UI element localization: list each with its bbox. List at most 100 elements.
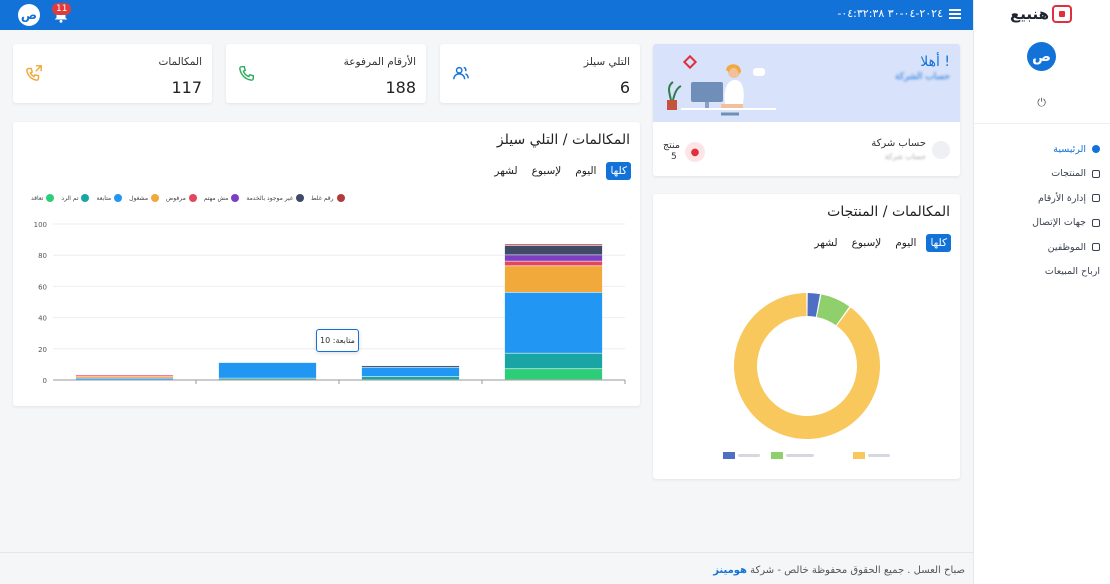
welcome-subtitle: حساب الشركة <box>894 72 950 82</box>
legend-label: مشغول <box>129 194 149 202</box>
users-icon <box>453 66 469 80</box>
welcome-title: أهلا ! <box>920 54 950 70</box>
filter-week[interactable]: لإسبوع <box>851 237 882 249</box>
footer-text: صباح العسل . جميع الحقوق محفوظة خالص - ش… <box>750 565 965 576</box>
stat-card-uploaded-numbers: الأرقام المرفوعة 188 <box>226 44 426 103</box>
bar-segment <box>75 376 174 378</box>
bar-segment <box>504 261 603 266</box>
chart-legend: رقم غلط غير موجود بالخدمة مش مهتم مرفوض مشغو… <box>31 194 345 202</box>
filter-month[interactable]: لشهر <box>494 165 518 177</box>
filter-week[interactable]: لإسبوع <box>531 165 562 177</box>
phone-outgoing-icon <box>26 65 42 81</box>
donut-slice <box>807 293 820 317</box>
sidebar-item-employees[interactable]: الموظفين <box>980 235 1100 260</box>
bar-segment <box>504 353 603 369</box>
sidebar-nav: الرئيسية المنتجات إدارة الأرقام جهات الإ… <box>980 137 1100 284</box>
stat-label: المكالمات <box>158 56 202 68</box>
stat-card-calls: المكالمات 117 <box>13 44 212 103</box>
sidebar-item-label: المنتجات <box>1051 168 1086 180</box>
legend-swatch <box>231 194 240 202</box>
legend-item[interactable]: غير موجود بالخدمة <box>246 194 305 202</box>
sidebar-item-products[interactable]: المنتجات <box>980 162 1100 187</box>
profile-role <box>1012 77 1068 85</box>
legend-swatch <box>81 194 90 202</box>
sidebar-item-home[interactable]: الرئيسية <box>980 137 1100 162</box>
app-logo[interactable]: هنبيع <box>1010 5 1072 23</box>
profile-avatar[interactable]: ص <box>1027 42 1056 71</box>
sidebar-divider <box>973 123 1110 124</box>
donut-legend-swatch <box>723 452 735 459</box>
power-icon[interactable]: ⏻ <box>1037 96 1046 109</box>
product-label: منتج <box>663 140 680 151</box>
donut-legend-swatch <box>771 452 783 459</box>
donut-legend-swatch <box>853 452 865 459</box>
donut-legend-label <box>738 454 760 457</box>
home-icon <box>1092 145 1100 154</box>
bar-segment <box>361 365 460 367</box>
legend-label: رقم غلط <box>311 194 334 202</box>
box-icon <box>1092 169 1100 178</box>
legend-swatch <box>336 194 345 202</box>
legend-item[interactable]: متابعة <box>96 194 123 202</box>
legend-item[interactable]: تعاقد <box>31 194 55 202</box>
stacked-bar-chart: 0 20 40 60 80 100 <box>34 221 626 385</box>
legend-label: تعاقد <box>31 194 44 202</box>
sidebar-item-label: إدارة الأرقام <box>1037 192 1086 204</box>
company-avatar-icon <box>932 141 950 159</box>
sidebar-item-label: الموظفين <box>1047 241 1086 253</box>
bar-segment <box>504 255 603 261</box>
stat-value: 6 <box>619 78 630 97</box>
legend-item[interactable]: مرفوض <box>166 194 197 202</box>
calls-telesales-card: المكالمات / التلي سيلز كلها اليوم لإسبوع… <box>13 122 640 406</box>
legend-label: تم الرد <box>61 194 79 202</box>
welcome-card: أهلا ! حساب الشركة حساب شركة حساب شركة ●… <box>653 44 960 176</box>
footer-brand-link[interactable]: هومينز <box>713 565 747 576</box>
legend-item[interactable]: مشغول <box>129 194 160 202</box>
office-illustration-icon <box>667 54 776 116</box>
legend-label: مرفوض <box>166 194 186 202</box>
legend-item[interactable]: رقم غلط <box>311 194 345 202</box>
filter-all[interactable]: كلها <box>926 234 951 252</box>
footer-divider <box>0 552 973 553</box>
bar-filters: كلها اليوم لإسبوع لشهر <box>490 162 631 180</box>
bar-segment <box>504 369 603 380</box>
legend-label: مش مهتم <box>203 194 229 202</box>
current-datetime: -٢٠٢٤-٠٤-٣٠ ٠٤:٣٢:٣٨ <box>837 7 943 20</box>
sidebar-item-profits[interactable]: ارباح المبيعات <box>980 260 1100 285</box>
sidebar-item-contacts[interactable]: جهات الإتصال <box>980 211 1100 236</box>
bar-segment <box>218 362 317 378</box>
legend-swatch <box>188 194 197 202</box>
legend-swatch <box>46 194 55 202</box>
filter-today[interactable]: اليوم <box>895 237 917 249</box>
sidebar-item-label: الرئيسية <box>1053 143 1086 155</box>
stat-card-telesales: التلي سيلز 6 <box>440 44 640 103</box>
bar-segment <box>504 292 603 353</box>
donut-legend-label <box>786 454 814 457</box>
donut-filters: كلها اليوم لإسبوع لشهر <box>810 234 951 252</box>
contacts-icon <box>1092 218 1100 227</box>
filter-all[interactable]: كلها <box>606 162 631 180</box>
legend-label: متابعة <box>96 194 112 202</box>
filter-month[interactable]: لشهر <box>814 237 838 249</box>
bar-segment <box>218 378 317 380</box>
bar-segment <box>361 376 460 380</box>
donut-legend-label <box>868 454 890 457</box>
sidebar-item-numbers[interactable]: إدارة الأرقام <box>980 186 1100 211</box>
company-label: حساب شركة <box>871 138 926 149</box>
card-title: المكالمات / التلي سيلز <box>496 132 630 148</box>
sidebar: هنبيع ص ⏻ الرئيسية المنتجات إدارة الأرقا… <box>973 0 1110 584</box>
filter-today[interactable]: اليوم <box>575 165 597 177</box>
welcome-banner: أهلا ! حساب الشركة <box>653 44 960 122</box>
legend-item[interactable]: تم الرد <box>61 194 90 202</box>
bar-segment <box>504 244 603 246</box>
card-title: المكالمات / المنتجات <box>827 204 950 220</box>
footer: صباح العسل . جميع الحقوق محفوظة خالص - ش… <box>713 565 965 576</box>
phone-icon <box>239 65 255 81</box>
product-count: 5 <box>671 152 677 162</box>
top-bar: ص 11 -٢٠٢٤-٠٤-٣٠ ٠٤:٣٢:٣٨ <box>0 0 973 30</box>
menu-icon[interactable] <box>949 9 961 19</box>
user-avatar[interactable]: ص <box>18 4 40 26</box>
legend-item[interactable]: مش مهتم <box>204 194 240 202</box>
y-tick-label: 60 <box>38 283 47 291</box>
logo-text: هنبيع <box>1009 5 1049 23</box>
